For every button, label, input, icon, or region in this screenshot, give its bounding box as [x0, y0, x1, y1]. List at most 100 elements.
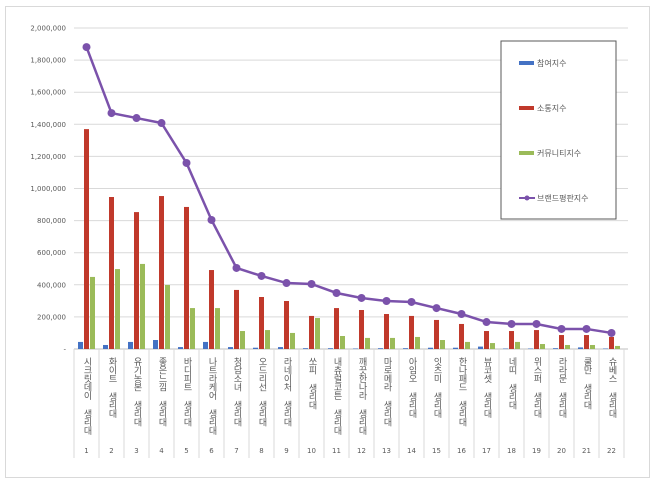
bar-communication	[484, 331, 489, 349]
chart-frame	[5, 6, 650, 478]
y-tick-label: 1,200,000	[30, 153, 66, 161]
category-label: 쿨만 생리대	[582, 357, 592, 411]
category-label: 네띠 생리대	[507, 357, 517, 411]
bar-community	[565, 344, 570, 349]
legend-marker	[524, 195, 530, 201]
line-point	[432, 304, 441, 313]
legend-swatch	[519, 106, 534, 110]
bar-community	[390, 337, 395, 349]
line-point	[507, 319, 516, 328]
bar-communication	[584, 335, 589, 349]
category-label: 나트라케어 생리대	[207, 357, 217, 436]
bar-participation	[153, 340, 158, 349]
legend-label: 참여지수	[537, 58, 566, 68]
bar-community	[515, 341, 520, 349]
legend-swatch	[519, 151, 534, 155]
bar-community	[290, 332, 295, 349]
bar-communication	[609, 336, 614, 349]
rank-label: 20	[557, 447, 566, 455]
rank-label: 3	[134, 447, 138, 455]
category-label: 아임오 생리대	[407, 357, 417, 419]
bar-community	[615, 345, 620, 349]
line-point	[257, 271, 266, 280]
rank-label: 7	[234, 447, 238, 455]
category-label: 유기농본 생리대	[132, 357, 142, 428]
line-point	[407, 297, 416, 306]
rank-label: 14	[407, 447, 416, 455]
rank-label: 17	[482, 447, 491, 455]
bar-community	[540, 344, 545, 349]
line-point	[107, 109, 116, 118]
category-label: 뷰코셋 생리대	[482, 357, 492, 419]
bar-participation	[428, 347, 433, 349]
y-tick-label: 200,000	[37, 313, 66, 321]
rank-label: 1	[84, 447, 88, 455]
bar-participation	[378, 348, 383, 349]
line-point	[557, 324, 566, 333]
category-label: 화이트 생리대	[107, 357, 117, 419]
bar-community	[490, 343, 495, 349]
bar-community	[140, 263, 145, 349]
rank-label: 19	[532, 447, 541, 455]
category-label: 깨끗한나라 생리대	[357, 356, 367, 436]
bar-communication	[409, 315, 414, 349]
bar-community	[90, 276, 95, 349]
y-tick-label: 600,000	[37, 249, 66, 257]
rank-label: 8	[259, 447, 263, 455]
bar-community	[315, 318, 320, 349]
bar-community	[215, 308, 220, 349]
bar-participation	[453, 347, 458, 349]
y-tick-label: 1,400,000	[30, 121, 66, 129]
rank-label: 11	[332, 447, 341, 455]
bar-participation	[103, 344, 108, 349]
legend-box	[500, 40, 617, 220]
rank-label: 16	[457, 447, 466, 455]
bar-community	[240, 331, 245, 349]
bar-community	[465, 341, 470, 349]
category-label: 위스퍼 생리대	[532, 357, 542, 419]
rank-label: 2	[109, 447, 113, 455]
rank-label: 12	[357, 447, 366, 455]
legend-label: 커뮤니티지수	[537, 148, 581, 158]
bar-community	[115, 269, 120, 349]
rank-label: 6	[209, 447, 214, 455]
line-point	[307, 279, 316, 288]
rank-label: 4	[159, 447, 164, 455]
bar-participation	[278, 347, 283, 349]
bar-communication	[509, 331, 514, 349]
category-label: 라네이처 생리대	[282, 357, 292, 428]
line-point	[482, 318, 491, 327]
bar-communication	[334, 308, 339, 349]
rank-label: 22	[607, 447, 616, 455]
line-point	[132, 114, 141, 123]
bar-communication	[359, 309, 364, 349]
category-label: 잇츠미 생리대	[432, 356, 442, 419]
bar-participation	[403, 348, 408, 349]
category-label: 바디피트 생리대	[182, 357, 192, 428]
rank-label: 9	[284, 447, 288, 455]
bar-communication	[109, 197, 114, 349]
bar-participation	[503, 348, 508, 350]
category-label: 청담소녀 생리대	[232, 357, 242, 428]
category-label: 슈베스 생리대	[607, 357, 617, 419]
y-tick-label: 2,000,000	[30, 25, 66, 33]
category-label: 마로메라 생리대	[382, 357, 392, 428]
bar-communication	[84, 129, 89, 349]
line-point	[282, 279, 291, 288]
rank-label: 13	[382, 447, 391, 455]
rank-label: 21	[582, 447, 591, 455]
bar-communication	[309, 315, 314, 349]
bar-participation	[253, 347, 258, 349]
legend-swatch	[519, 61, 534, 65]
bar-communication	[459, 323, 464, 349]
bar-participation	[478, 346, 483, 349]
bar-participation	[178, 347, 183, 349]
rank-label: 5	[184, 447, 188, 455]
bar-communication	[234, 289, 239, 349]
line-point	[182, 158, 191, 167]
line-point	[582, 324, 591, 333]
bar-participation	[328, 348, 333, 349]
bar-participation	[303, 348, 308, 349]
bar-community	[440, 340, 445, 349]
